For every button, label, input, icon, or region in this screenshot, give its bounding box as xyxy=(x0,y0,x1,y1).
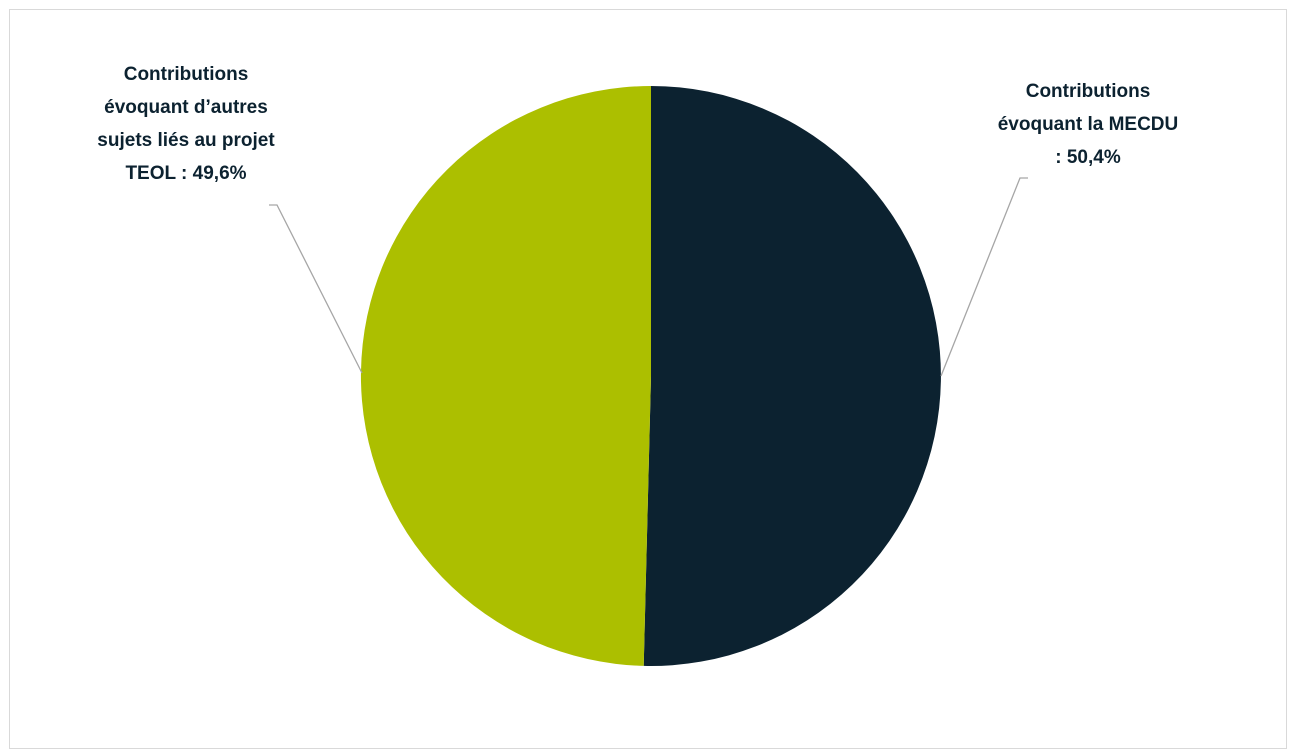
pie-chart xyxy=(269,85,1028,666)
slice-label-mecdu: Contributions évoquant la MECDU : 50,4% xyxy=(997,81,1179,168)
pie-slice-mecdu xyxy=(643,86,941,666)
leader-line-mecdu xyxy=(940,177,1028,377)
slice-label-autres-sujets: Contributions évoquant d’autres sujets l… xyxy=(97,64,275,184)
pie-slice-autres-sujets xyxy=(360,85,651,666)
leader-line-autres-sujets xyxy=(269,204,363,374)
